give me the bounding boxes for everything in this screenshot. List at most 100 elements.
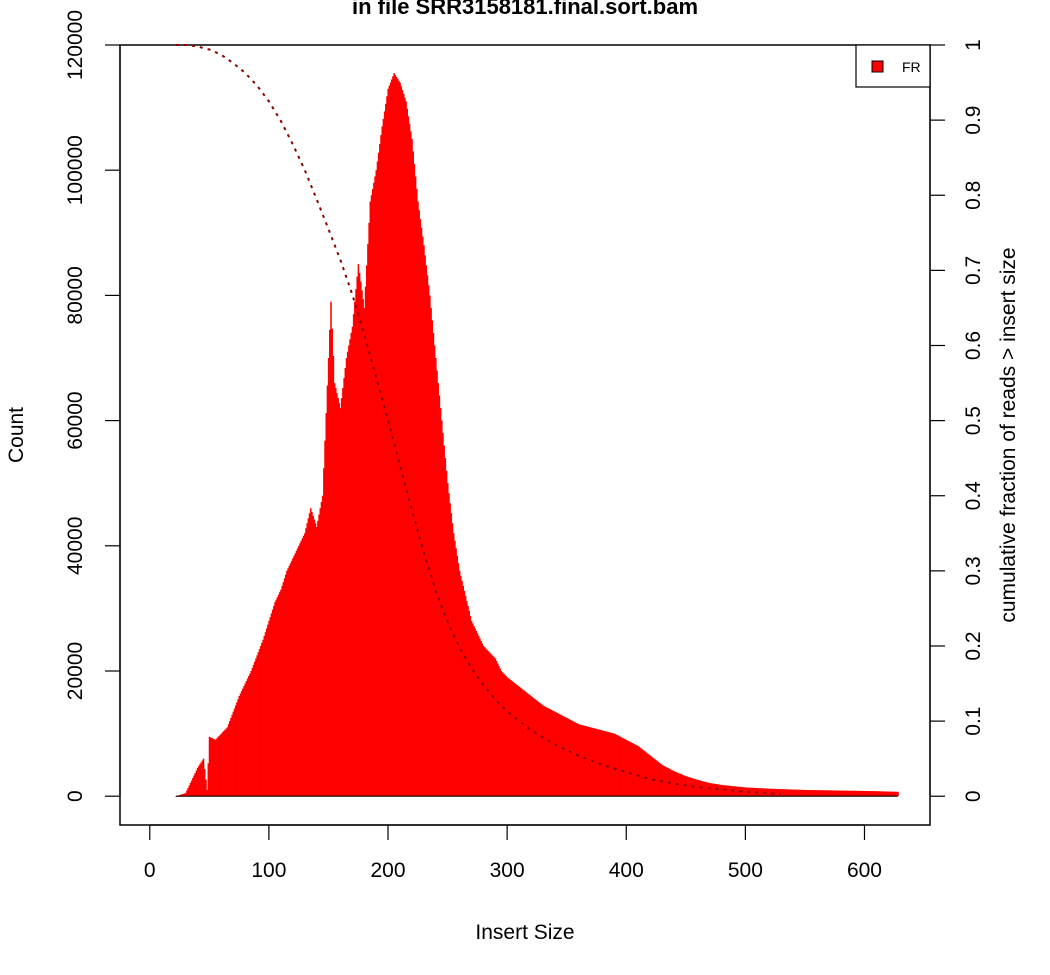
histogram-bar bbox=[817, 790, 819, 797]
histogram-bar bbox=[339, 408, 342, 797]
histogram-bar bbox=[848, 790, 850, 797]
histogram-bar bbox=[312, 515, 314, 797]
histogram-bar bbox=[880, 791, 883, 797]
histogram-bar bbox=[778, 789, 780, 797]
histogram-bar bbox=[544, 706, 547, 797]
histogram-bar bbox=[897, 791, 899, 797]
histogram-bar bbox=[713, 783, 716, 797]
histogram-bar bbox=[736, 786, 738, 797]
histogram-bar bbox=[549, 709, 551, 797]
histogram-bar bbox=[244, 683, 247, 797]
histogram-bar bbox=[406, 108, 409, 797]
histogram-bar bbox=[183, 793, 186, 797]
histogram-bar bbox=[594, 728, 597, 797]
histogram-bar bbox=[570, 720, 573, 797]
histogram-bar bbox=[579, 724, 581, 797]
histogram-bar bbox=[270, 613, 273, 797]
histogram-bar bbox=[638, 747, 641, 797]
histogram-bar bbox=[851, 790, 854, 797]
histogram-bar bbox=[296, 548, 299, 797]
histogram-bar bbox=[427, 285, 430, 797]
histogram-bar bbox=[395, 76, 398, 797]
histogram-bar bbox=[798, 789, 800, 797]
histogram-bar bbox=[223, 731, 225, 797]
histogram-bar bbox=[268, 620, 270, 797]
histogram-bar bbox=[486, 649, 488, 797]
x-axis: 0 100 200 300 400 500 600 bbox=[144, 824, 882, 882]
histogram-bar bbox=[376, 161, 379, 797]
histogram-bar bbox=[517, 685, 519, 797]
histogram-bar bbox=[666, 767, 668, 797]
y-tick-label: 20000 bbox=[64, 642, 87, 700]
histogram-bar bbox=[706, 782, 709, 797]
histogram-bar bbox=[896, 791, 898, 797]
chart-title: in file SRR3158181.final.sort.bam bbox=[352, 0, 698, 19]
histogram-bar bbox=[275, 599, 277, 797]
y2-tick-label: 0 bbox=[962, 790, 985, 802]
histogram-bar bbox=[380, 135, 382, 797]
histogram-bar bbox=[383, 111, 386, 797]
histogram-bar bbox=[742, 787, 744, 797]
histogram-bar bbox=[445, 470, 448, 797]
histogram-bar bbox=[605, 731, 607, 797]
histogram-bar bbox=[414, 176, 417, 797]
histogram-bar bbox=[279, 592, 281, 797]
histogram-bar bbox=[264, 632, 267, 797]
histogram-bar bbox=[375, 170, 378, 797]
histogram-bar bbox=[520, 688, 523, 797]
histogram-bar bbox=[813, 790, 816, 797]
histogram-bar bbox=[780, 789, 783, 797]
histogram-bar bbox=[511, 681, 513, 797]
histogram-bar bbox=[879, 791, 881, 797]
histogram-bar bbox=[659, 763, 661, 797]
histogram-bar bbox=[186, 790, 188, 797]
legend-entry-label: FR bbox=[902, 59, 921, 75]
histogram-bar bbox=[527, 694, 530, 797]
histogram-bar bbox=[463, 590, 466, 797]
histogram-bar bbox=[743, 787, 746, 797]
histogram-bar bbox=[787, 789, 790, 797]
histogram-bar bbox=[749, 787, 752, 797]
histogram-bar bbox=[674, 771, 677, 797]
histogram-bar bbox=[859, 790, 861, 797]
histogram-bar bbox=[261, 642, 263, 797]
histogram-bar bbox=[554, 711, 556, 797]
histogram-bar bbox=[256, 655, 258, 797]
histogram-bar bbox=[217, 737, 219, 797]
histogram-bar bbox=[311, 512, 313, 797]
histogram-bar bbox=[630, 742, 632, 797]
histogram-bar bbox=[632, 743, 635, 797]
histogram-bar bbox=[461, 580, 463, 797]
histogram-bar bbox=[501, 672, 504, 797]
histogram-bar bbox=[371, 188, 374, 797]
histogram-bar bbox=[423, 245, 425, 797]
histogram-bar bbox=[331, 328, 333, 797]
histogram-bar bbox=[507, 678, 510, 797]
histogram-bar bbox=[497, 663, 499, 797]
y2-tick-label: 0.8 bbox=[962, 181, 985, 210]
histogram-bar bbox=[382, 118, 385, 797]
histogram-bar bbox=[722, 785, 724, 797]
histogram-bar bbox=[207, 763, 210, 797]
histogram-bar bbox=[884, 791, 886, 797]
histogram-bar bbox=[475, 630, 478, 797]
histogram-bar bbox=[393, 73, 395, 797]
histogram-bar bbox=[751, 787, 754, 797]
histogram-bar bbox=[681, 774, 684, 797]
histogram-bar bbox=[529, 695, 531, 797]
y2-axis-label: cumulative fraction of reads > insert si… bbox=[997, 247, 1020, 622]
histogram-bar bbox=[340, 398, 343, 797]
histogram-bar bbox=[369, 201, 372, 797]
histogram-bar bbox=[822, 790, 824, 797]
histogram-bar bbox=[532, 697, 535, 797]
histogram-bar bbox=[433, 345, 436, 797]
histogram-bar bbox=[694, 779, 697, 797]
histogram-bar bbox=[633, 744, 636, 797]
histogram-bar bbox=[790, 789, 792, 797]
histogram-bar bbox=[775, 788, 778, 797]
histogram-bar bbox=[538, 702, 541, 797]
histogram-bar bbox=[712, 783, 715, 797]
histogram-bar bbox=[767, 788, 769, 797]
histogram-bar bbox=[332, 355, 335, 797]
histogram-bar bbox=[233, 708, 236, 797]
